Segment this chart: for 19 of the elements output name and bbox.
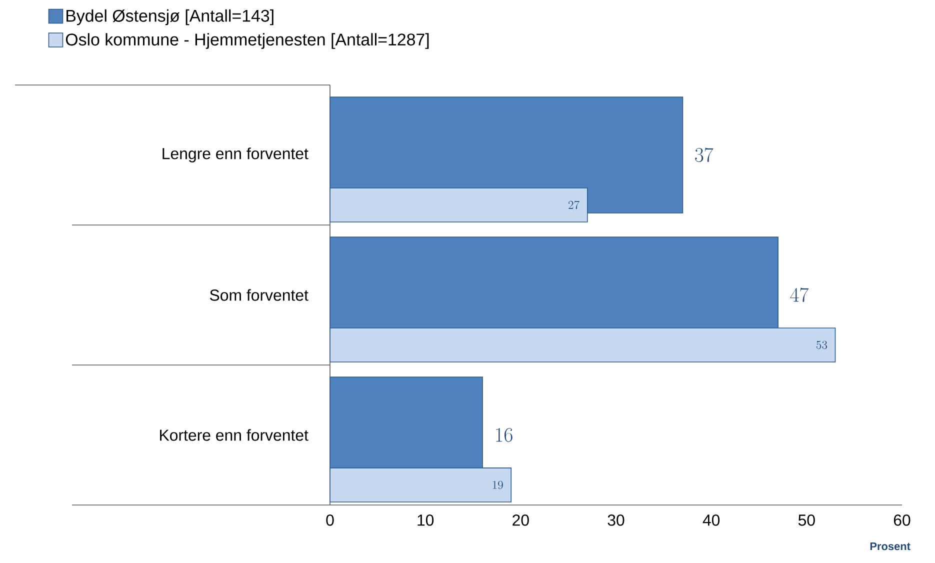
y-tick-label: Lengre enn forventet <box>162 148 308 162</box>
data-label: 19 <box>492 480 503 490</box>
x-tick-label: 10 <box>418 514 434 526</box>
x-axis-title: Prosent <box>870 542 910 550</box>
x-tick-label: 20 <box>512 514 529 526</box>
legend-label: Oslo kommune - Hjemmetjenesten [Antall=1287] <box>66 33 429 49</box>
x-tick-label: 50 <box>798 514 815 526</box>
legend-label: Bydel Østensjø [Antall=143] <box>66 9 274 26</box>
x-tick-label: 30 <box>608 514 624 526</box>
x-tick-label: 60 <box>894 514 910 526</box>
y-tick-label: Som forventet <box>210 289 308 301</box>
x-tick-label: 0 <box>326 514 334 526</box>
data-label: 16 <box>496 428 512 442</box>
data-label: 47 <box>790 288 809 302</box>
data-label: 27 <box>568 200 580 210</box>
data-label: 37 <box>695 148 714 162</box>
x-tick-label: 40 <box>702 514 720 526</box>
y-tick-label: Kortere enn forventet <box>160 429 308 441</box>
data-label: 53 <box>816 340 828 350</box>
